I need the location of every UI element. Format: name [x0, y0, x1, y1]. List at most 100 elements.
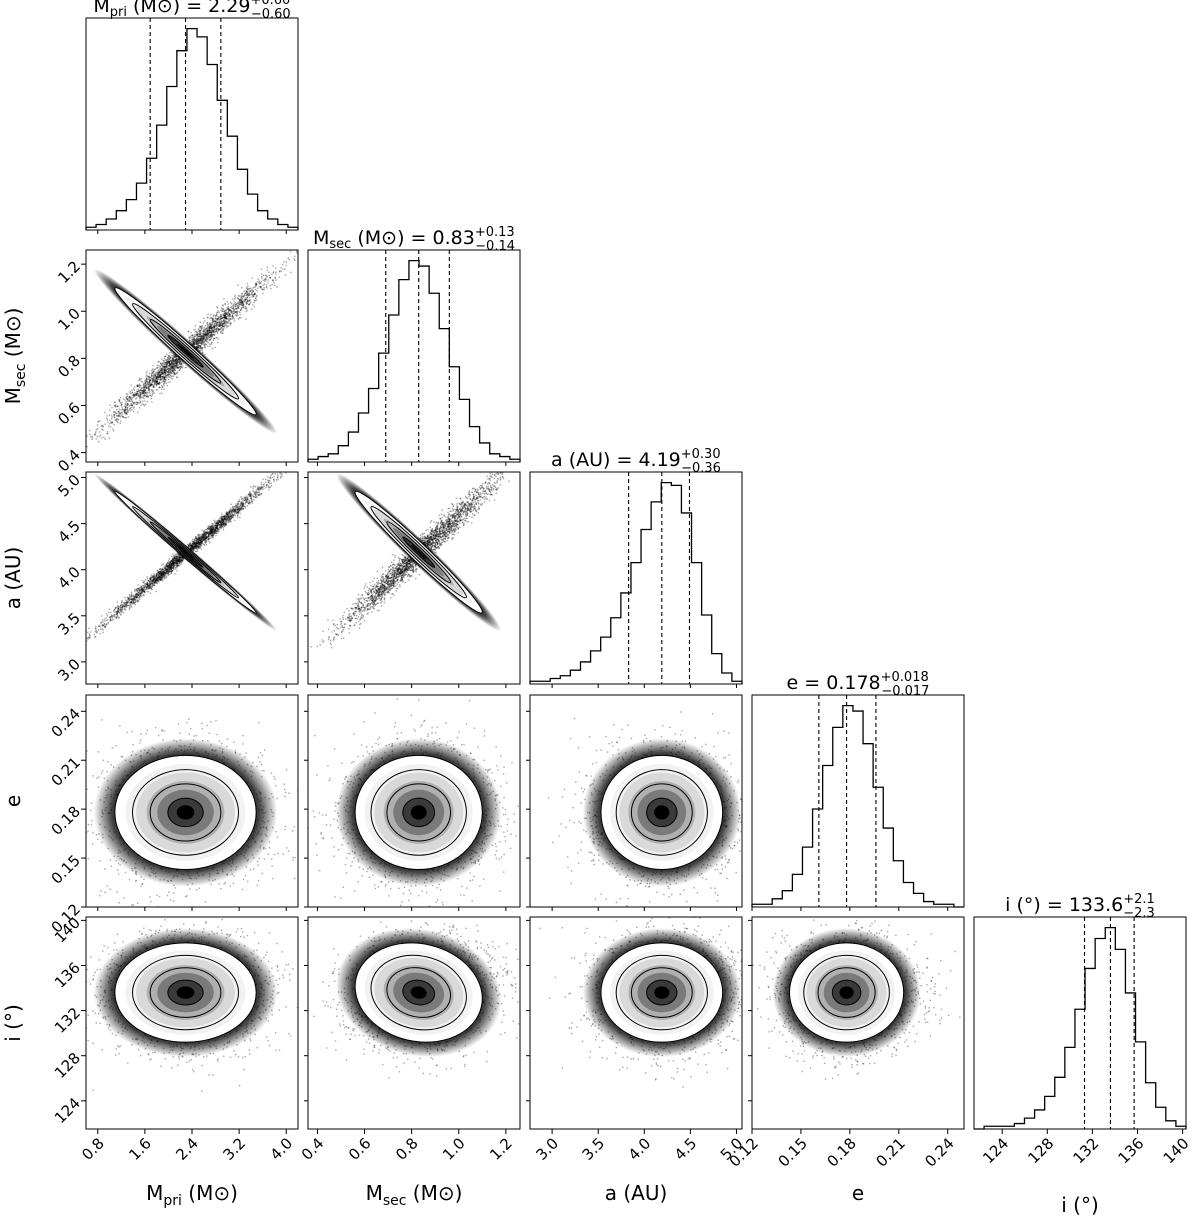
corner-panels — [81, 17, 1187, 1134]
y-axis-label-i: i (°) — [1, 1004, 25, 1042]
hist-title-a: a (AU) = 4.19+0.30 −0.36 — [551, 447, 721, 476]
x-tick-label: 4.0 — [625, 1134, 655, 1164]
contour-2sigma — [354, 942, 483, 1043]
scatter-panel-mpri-a — [85, 471, 299, 685]
contour-0.5sigma — [646, 797, 678, 828]
y-tick-label: 3.0 — [54, 655, 84, 685]
y-tick-label: 128 — [51, 1049, 84, 1082]
hist-step-e — [751, 704, 964, 908]
x-tick-label: 124 — [979, 1134, 1012, 1167]
contour-2sigma — [600, 754, 724, 870]
contour-1sigma — [149, 318, 222, 384]
x-tick-label: 3.5 — [579, 1134, 609, 1164]
x-tick-label: 0.4 — [298, 1134, 328, 1164]
hist-title-e: e = 0.178+0.018 −0.017 — [787, 670, 930, 699]
contour-1.5sigma — [370, 769, 467, 856]
x-tick-label: 3.2 — [220, 1134, 250, 1164]
contour-0.5sigma — [167, 797, 204, 828]
hist-panel-e — [751, 694, 965, 908]
x-tick-label: 0.15 — [775, 1134, 811, 1170]
x-axis-label-a: a (AU) — [605, 1181, 668, 1205]
hist-panel-msec — [307, 249, 521, 463]
y-axis-label-a: a (AU) — [1, 547, 25, 610]
contour-0.5sigma — [167, 536, 204, 568]
density-level — [839, 986, 854, 999]
y-tick-label: 0.8 — [54, 352, 84, 382]
scatter-frame — [529, 694, 743, 908]
x-tick-label: 2.4 — [172, 1134, 202, 1164]
x-axis-label-i: i (°) — [1061, 1193, 1099, 1217]
contour-1sigma — [630, 783, 693, 842]
x-axis-label-e: e — [852, 1181, 864, 1205]
density-level — [410, 986, 427, 999]
contour-1sigma — [386, 967, 452, 1018]
x-tick-label: 128 — [1024, 1134, 1057, 1167]
x-tick-label: 0.24 — [921, 1134, 957, 1170]
contour-2sigma — [114, 942, 257, 1043]
density-level — [410, 544, 427, 560]
contour-2sigma — [114, 287, 257, 416]
contour-2sigma — [114, 490, 257, 614]
contour-2sigma — [354, 490, 483, 614]
y-tick-label: 136 — [51, 959, 84, 992]
x-tick-label: 4.5 — [671, 1134, 701, 1164]
y-tick-label: 0.18 — [48, 802, 84, 838]
scatter-panel-msec-e — [307, 694, 521, 908]
y-axis-label-msec: Msec (M⊙) — [1, 308, 29, 405]
scatter-panel-e-i — [751, 916, 965, 1130]
contour-1.5sigma — [370, 506, 467, 599]
contour-1.5sigma — [132, 769, 240, 856]
hist-title-i: i (°) = 133.6+2.1 −2.3 — [1005, 892, 1155, 921]
contour-1sigma — [149, 967, 222, 1018]
contour-1.5sigma — [803, 954, 890, 1031]
contour-1sigma — [630, 967, 693, 1018]
hist-frame-e — [751, 694, 965, 908]
scatter-panel-mpri-msec — [85, 249, 299, 463]
y-tick-label: 3.5 — [54, 609, 84, 639]
y-tick-label: 5.0 — [54, 471, 84, 501]
x-tick-label: 0.18 — [824, 1134, 860, 1170]
contour-2sigma — [600, 942, 724, 1043]
x-axis-label-mpri: Mpri (M⊙) — [146, 1181, 238, 1209]
hist-step-msec — [307, 259, 521, 462]
scatter-panel-msec-i — [307, 916, 521, 1130]
hist-step-a — [529, 481, 743, 684]
hist-title-mpri: Mpri (M⊙) = 2.29+0.60 −0.60 — [93, 0, 290, 22]
hist-panel-i — [973, 916, 1187, 1130]
density-level — [654, 805, 670, 820]
x-tick-label: 1.2 — [486, 1134, 516, 1164]
contour-0.5sigma — [402, 979, 436, 1006]
contour-0.5sigma — [402, 797, 436, 828]
y-axis-label-e: e — [1, 795, 25, 807]
contour-2sigma — [114, 754, 257, 870]
x-tick-label: 1.0 — [439, 1134, 469, 1164]
contour-1.5sigma — [615, 954, 708, 1031]
scatter-panel-a-i — [529, 916, 743, 1130]
y-tick-label: 0.24 — [48, 705, 84, 741]
density-level — [410, 805, 427, 820]
x-tick-label: 3.0 — [533, 1134, 563, 1164]
scatter-frame — [529, 916, 743, 1130]
y-tick-label: 4.0 — [54, 563, 84, 593]
scatter-frame — [751, 916, 965, 1130]
hist-step-mpri — [85, 27, 299, 230]
scatter-panel-a-e — [529, 694, 743, 908]
contour-0.5sigma — [167, 979, 204, 1006]
y-tick-label: 0.21 — [48, 754, 84, 790]
y-tick-label: 0.4 — [54, 446, 84, 476]
x-tick-label: 0.21 — [872, 1134, 908, 1170]
hist-frame-i — [973, 916, 1187, 1130]
contour-1sigma — [817, 967, 876, 1018]
density-level — [654, 986, 670, 999]
contour-1.5sigma — [132, 303, 240, 400]
scatter-frame — [307, 471, 521, 685]
contour-1sigma — [386, 783, 452, 842]
contour-2sigma — [789, 942, 905, 1043]
contour-0.5sigma — [646, 979, 678, 1006]
contour-1sigma — [149, 783, 222, 842]
y-tick-label: 1.2 — [54, 257, 84, 287]
x-tick-label: 132 — [1069, 1134, 1102, 1167]
density-level — [176, 986, 195, 999]
hist-frame-msec — [307, 249, 521, 463]
hist-panel-mpri — [85, 17, 299, 231]
